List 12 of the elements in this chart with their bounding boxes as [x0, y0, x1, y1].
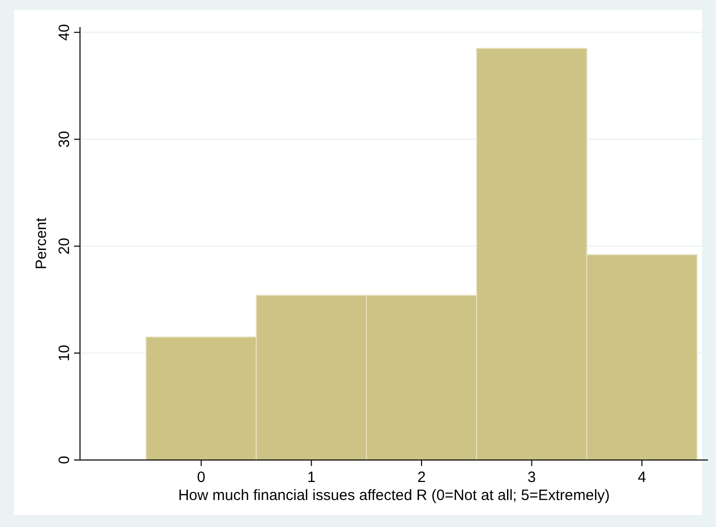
y-tick-label: 0: [56, 456, 73, 464]
x-tick-label: 0: [197, 469, 206, 486]
x-tick-label: 1: [307, 469, 316, 486]
y-tick-label: 30: [56, 130, 73, 148]
y-tick-label: 10: [56, 344, 73, 362]
y-axis-title: Percent: [33, 216, 50, 270]
y-tick-label: 20: [56, 238, 73, 255]
x-axis-title: How much financial issues affected R (0=Not at all; 5=Extremely): [178, 487, 610, 504]
x-tick-label: 3: [528, 469, 536, 486]
x-tick-label: 2: [417, 469, 426, 486]
x-tick-label: 4: [638, 469, 646, 486]
y-tick-label: 40: [56, 24, 73, 41]
